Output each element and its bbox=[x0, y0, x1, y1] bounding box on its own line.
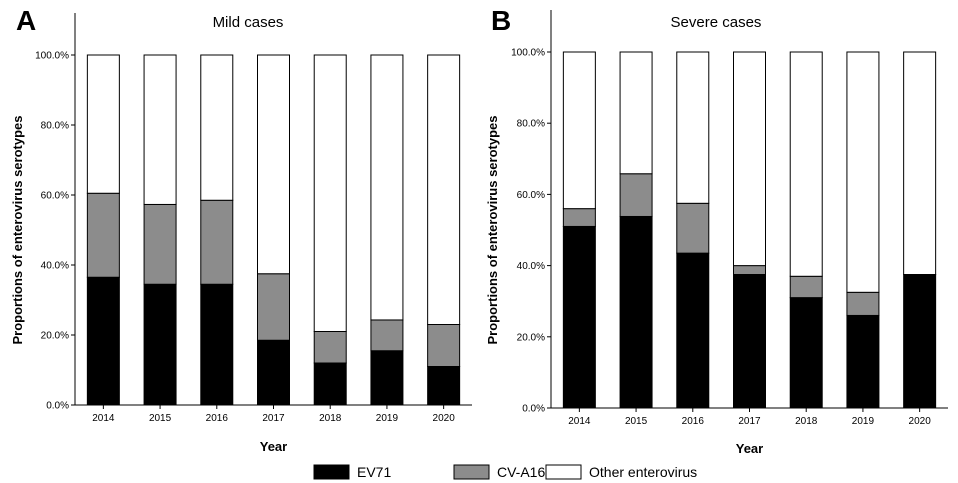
panel-b-severe-cases: B Severe cases Proportions of enterovirus … bbox=[485, 5, 948, 456]
bar-cv-a16-2014 bbox=[86, 192, 120, 278]
bar-cv-a16-2020 bbox=[427, 324, 461, 367]
bar-other-enterovirus-2019 bbox=[370, 54, 404, 321]
x-tick-label-2020: 2020 bbox=[909, 416, 932, 427]
y-tick-label-40: 40.0% bbox=[517, 261, 545, 272]
y-tick-label-20: 20.0% bbox=[41, 331, 69, 342]
bar-cv-a16-2014 bbox=[562, 208, 596, 227]
legend-swatch-other-enterovirus bbox=[545, 464, 582, 480]
y-tick-label-0: 0.0% bbox=[522, 404, 545, 415]
bar-cv-a16-2019 bbox=[370, 319, 404, 352]
bar-cv-a16-2016 bbox=[200, 199, 234, 285]
bar-ev71-2014 bbox=[562, 225, 596, 409]
bar-other-enterovirus-2016 bbox=[200, 54, 234, 201]
bar-other-enterovirus-2018 bbox=[789, 51, 823, 277]
bar-ev71-2016 bbox=[200, 283, 234, 406]
x-tick-label-2015: 2015 bbox=[625, 416, 648, 427]
bar-ev71-2015 bbox=[143, 283, 177, 406]
chart-title: Severe cases bbox=[671, 14, 762, 31]
legend-label-cv-a16: CV-A16 bbox=[497, 464, 545, 480]
x-tick-label-2019: 2019 bbox=[376, 413, 399, 424]
panel-letter: B bbox=[491, 5, 511, 36]
x-tick-label-2018: 2018 bbox=[795, 416, 818, 427]
bar-other-enterovirus-2018 bbox=[313, 54, 347, 332]
x-tick-label-2014: 2014 bbox=[92, 413, 115, 424]
bar-cv-a16-2018 bbox=[789, 275, 823, 299]
y-tick-label-0: 0.0% bbox=[46, 401, 69, 412]
bar-ev71-2017 bbox=[257, 339, 290, 406]
bar-cv-a16-2017 bbox=[733, 265, 766, 276]
x-axis-title: Year bbox=[736, 441, 763, 456]
legend-label-ev71: EV71 bbox=[357, 464, 391, 480]
y-tick-label-100: 100.0% bbox=[35, 51, 69, 62]
bar-ev71-2019 bbox=[846, 314, 880, 409]
x-tick-label-2017: 2017 bbox=[738, 416, 761, 427]
bar-cv-a16-2018 bbox=[313, 331, 347, 364]
bar-other-enterovirus-2020 bbox=[903, 51, 937, 275]
bar-cv-a16-2015 bbox=[619, 173, 653, 217]
bar-cv-a16-2019 bbox=[846, 291, 880, 316]
y-tick-label-80: 80.0% bbox=[517, 119, 545, 130]
bar-ev71-2016 bbox=[676, 252, 710, 409]
bar-ev71-2020 bbox=[427, 366, 461, 406]
bar-other-enterovirus-2017 bbox=[733, 51, 766, 267]
x-tick-label-2014: 2014 bbox=[568, 416, 591, 427]
y-axis-title: Proportions of enterovirus serotypes bbox=[485, 116, 500, 345]
y-tick-label-60: 60.0% bbox=[41, 191, 69, 202]
x-tick-label-2020: 2020 bbox=[433, 413, 456, 424]
x-tick-label-2016: 2016 bbox=[206, 413, 229, 424]
x-tick-label-2018: 2018 bbox=[319, 413, 342, 424]
bar-cv-a16-2017 bbox=[257, 273, 290, 341]
legend: EV71 CV-A16 Other enterovirus bbox=[313, 464, 697, 480]
bar-ev71-2018 bbox=[789, 297, 823, 409]
x-tick-label-2019: 2019 bbox=[852, 416, 875, 427]
legend-swatch-ev71 bbox=[313, 464, 350, 480]
x-tick-label-2017: 2017 bbox=[262, 413, 285, 424]
bar-cv-a16-2016 bbox=[676, 202, 710, 254]
legend-swatch-cv-a16 bbox=[453, 464, 490, 480]
y-tick-label-80: 80.0% bbox=[41, 121, 69, 132]
y-tick-label-100: 100.0% bbox=[511, 48, 545, 59]
bar-ev71-2015 bbox=[619, 215, 653, 409]
chart-title: Mild cases bbox=[213, 14, 284, 31]
x-tick-label-2015: 2015 bbox=[149, 413, 172, 424]
bar-other-enterovirus-2014 bbox=[562, 51, 596, 210]
bar-ev71-2018 bbox=[313, 362, 347, 406]
bar-other-enterovirus-2017 bbox=[257, 54, 290, 275]
bar-other-enterovirus-2015 bbox=[619, 51, 653, 175]
bar-other-enterovirus-2019 bbox=[846, 51, 880, 293]
bar-other-enterovirus-2016 bbox=[676, 51, 710, 204]
panel-letter: A bbox=[16, 5, 36, 36]
y-tick-label-60: 60.0% bbox=[517, 190, 545, 201]
bar-other-enterovirus-2020 bbox=[427, 54, 461, 325]
y-tick-label-20: 20.0% bbox=[517, 332, 545, 343]
bar-other-enterovirus-2015 bbox=[143, 54, 177, 205]
legend-label-other-enterovirus: Other enterovirus bbox=[589, 464, 697, 480]
panel-a-mild-cases: A Mild cases Proportions of enterovirus se… bbox=[10, 5, 472, 454]
bar-ev71-2020 bbox=[903, 274, 937, 409]
y-tick-label-40: 40.0% bbox=[41, 261, 69, 272]
y-axis-title: Proportions of enterovirus serotypes bbox=[10, 116, 25, 345]
bar-ev71-2014 bbox=[86, 276, 120, 406]
bar-ev71-2017 bbox=[733, 274, 766, 409]
bar-ev71-2019 bbox=[370, 350, 404, 406]
bar-cv-a16-2015 bbox=[143, 203, 177, 285]
bar-other-enterovirus-2014 bbox=[86, 54, 120, 194]
x-tick-label-2016: 2016 bbox=[682, 416, 705, 427]
x-axis-title: Year bbox=[260, 439, 287, 454]
